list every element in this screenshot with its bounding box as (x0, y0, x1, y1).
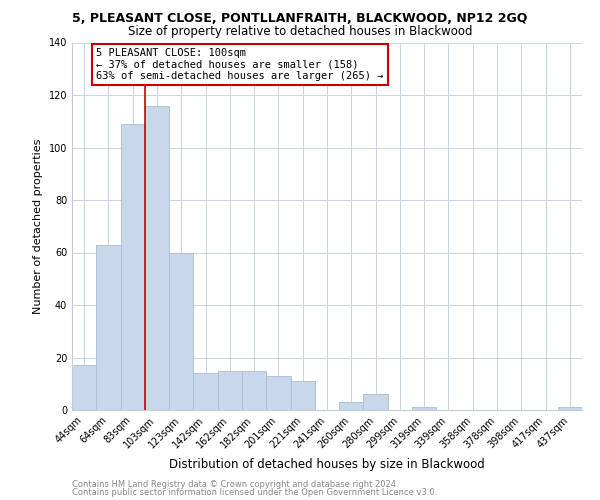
Bar (558, 408, 582, 410)
Text: Size of property relative to detached houses in Blackwood: Size of property relative to detached ho… (128, 25, 472, 38)
Text: Contains HM Land Registry data © Crown copyright and database right 2024.: Contains HM Land Registry data © Crown c… (72, 480, 398, 489)
Bar (364, 394, 388, 410)
Text: 5, PLEASANT CLOSE, PONTLLANFRAITH, BLACKWOOD, NP12 2GQ: 5, PLEASANT CLOSE, PONTLLANFRAITH, BLACK… (73, 12, 527, 26)
Bar (242, 370, 266, 410)
Bar (96, 244, 121, 410)
Bar (193, 373, 218, 410)
Y-axis label: Number of detached properties: Number of detached properties (33, 138, 43, 314)
Bar (72, 366, 96, 410)
Text: Contains public sector information licensed under the Open Government Licence v3: Contains public sector information licen… (72, 488, 437, 497)
Bar (290, 381, 315, 410)
Bar (339, 402, 364, 410)
Bar (218, 370, 242, 410)
Bar (169, 252, 193, 410)
Bar (266, 376, 290, 410)
Text: 5 PLEASANT CLOSE: 100sqm
← 37% of detached houses are smaller (158)
63% of semi-: 5 PLEASANT CLOSE: 100sqm ← 37% of detach… (96, 48, 384, 81)
X-axis label: Distribution of detached houses by size in Blackwood: Distribution of detached houses by size … (169, 458, 485, 471)
Bar (145, 106, 169, 410)
Bar (121, 124, 145, 410)
Bar (412, 408, 436, 410)
